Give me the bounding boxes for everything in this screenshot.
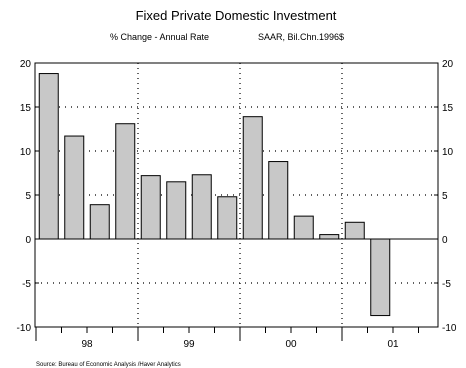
ytick-label-left-15: 15 xyxy=(20,103,32,114)
ytick-label-right-15: 15 xyxy=(442,103,454,114)
year-label-01: 01 xyxy=(387,339,399,350)
year-label-00: 00 xyxy=(285,339,297,350)
bar-1 xyxy=(64,135,85,240)
ytick-label-left-0: 0 xyxy=(25,235,31,246)
bar-7 xyxy=(217,196,238,240)
ytick-label-right--5: -5 xyxy=(442,279,451,290)
year-label-98: 98 xyxy=(81,339,93,350)
source-note: Source: Bureau of Economic Analysis /Hav… xyxy=(36,362,181,368)
ytick-label-left-10: 10 xyxy=(20,147,32,158)
bar-11 xyxy=(319,234,340,240)
ytick-label-left-5: 5 xyxy=(25,191,31,202)
chart-subtitle-left: % Change - Annual Rate xyxy=(110,32,209,42)
ytick-label-right-0: 0 xyxy=(442,235,448,246)
bar-13 xyxy=(370,238,391,317)
ytick-label-right-20: 20 xyxy=(442,59,454,70)
ytick-label-left-20: 20 xyxy=(20,59,32,70)
year-label-99: 99 xyxy=(183,339,195,350)
bar-6 xyxy=(191,174,212,240)
bar-12 xyxy=(344,221,365,240)
ytick-label-left--5: -5 xyxy=(22,279,31,290)
chart-subtitle-right: SAAR, Bil.Chn.1996$ xyxy=(258,32,344,42)
bar-5 xyxy=(166,181,187,240)
ytick-label-right--10: -10 xyxy=(442,323,457,334)
bar-0 xyxy=(38,73,59,240)
ytick-label-right-10: 10 xyxy=(442,147,454,158)
bar-layer xyxy=(38,73,391,317)
bar-4 xyxy=(140,175,161,240)
plot-frame xyxy=(34,62,439,328)
ytick-label-right-5: 5 xyxy=(442,191,448,202)
bar-9 xyxy=(268,161,289,240)
bar-8 xyxy=(242,116,263,240)
bar-2 xyxy=(89,204,110,240)
grid-layer xyxy=(35,63,438,327)
ytick-label-left--10: -10 xyxy=(17,323,32,334)
bar-3 xyxy=(115,123,136,240)
chart-title: Fixed Private Domestic Investment xyxy=(136,8,337,23)
bar-10 xyxy=(293,215,314,240)
